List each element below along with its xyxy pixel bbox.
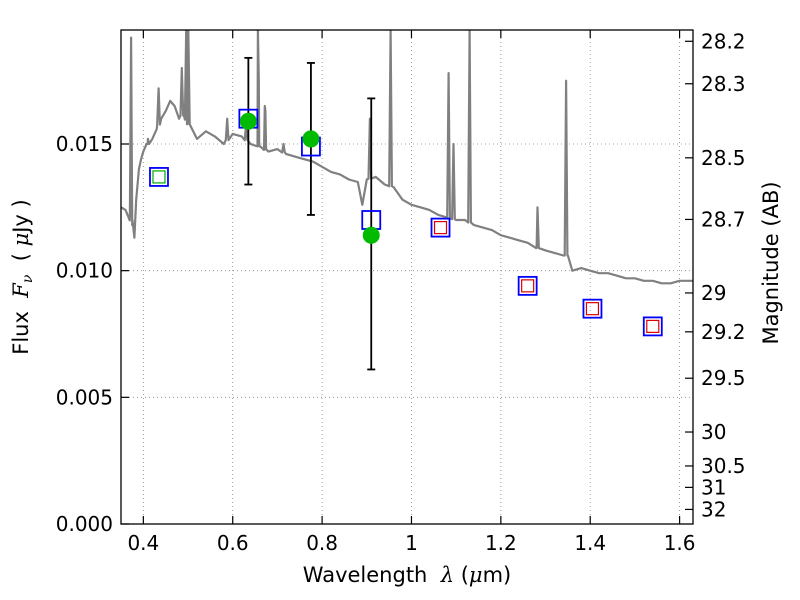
y2-axis-title: Magnitude (AB) (759, 181, 783, 344)
spectrum-line (121, 30, 693, 285)
y-tick-label: 0.000 (56, 512, 113, 536)
magnitude-tick-label: 28.3 (701, 72, 746, 96)
y-axis-title-unit-mu: μ (9, 233, 33, 247)
x-tick-label: 1 (405, 531, 418, 555)
inner-model-marker (521, 279, 535, 293)
magnitude-tick-label: 30.5 (701, 454, 746, 478)
x-tick-label: 1.4 (574, 531, 606, 555)
y-axis-title-prefix: Flux (9, 298, 33, 355)
y-axis-title-unit-open: ( (9, 246, 33, 274)
magnitude-tick-label: 32 (701, 497, 726, 521)
y-tick-label: 0.010 (56, 259, 113, 283)
observed-flux-point (362, 226, 380, 244)
x-axis-title: Wavelength λ (μm) (303, 563, 511, 587)
magnitude-tick-label: 28.5 (701, 146, 746, 170)
magnitude-tick-label: 29.2 (701, 320, 746, 344)
model-flux-marker (582, 298, 603, 319)
x-tick-label: 0.8 (306, 531, 338, 555)
inner-model-marker (585, 302, 600, 316)
magnitude-tick-label: 28.7 (701, 207, 746, 231)
x-axis-title-unit-rest: m) (483, 563, 512, 587)
magnitude-tick-label: 30 (701, 420, 726, 444)
model-flux-marker (430, 217, 451, 238)
model-flux-marker (149, 167, 169, 187)
plot-frame (120, 29, 694, 525)
model-flux-marker (517, 275, 538, 296)
y-tick-label: 0.015 (56, 132, 113, 156)
inner-model-marker (433, 221, 448, 235)
magnitude-tick-label: 29.5 (701, 366, 746, 390)
x-axis-title-symbol: λ (440, 563, 454, 587)
model-spectrum (121, 30, 693, 285)
model-flux-marker (642, 316, 663, 337)
axis-ticks: 0.4 0.6 0.8 1 1.2 1.4 1.6 0.000 0.005 0.010 0.015 2… (56, 29, 746, 555)
magnitude-tick-label: 31 (701, 475, 726, 499)
inner-model-marker (646, 319, 660, 333)
grid-lines (121, 30, 693, 525)
y-axis-title: Flux Fν ( μJy ) (9, 199, 36, 354)
y-tick-label: 0.005 (56, 385, 113, 409)
observed-flux-point (302, 130, 320, 148)
x-axis-title-unit-open: ( (454, 563, 469, 587)
y-axis-title-subscript: ν (20, 274, 36, 283)
y-axis-title-symbol: F (9, 282, 33, 299)
x-tick-label: 0.4 (127, 531, 159, 555)
x-axis-title-unit-mu: μ (469, 563, 483, 587)
inner-model-marker (152, 170, 166, 184)
magnitude-tick-label: 29 (701, 281, 726, 305)
x-axis-title-prefix: Wavelength (303, 563, 441, 587)
x-tick-label: 0.6 (217, 531, 249, 555)
magnitude-tick-label: 28.2 (701, 29, 746, 53)
x-tick-label: 1.6 (664, 531, 696, 555)
x-tick-label: 1.2 (485, 531, 517, 555)
photometry-points (149, 56, 663, 371)
observed-flux-point (239, 112, 257, 130)
y-axis-title-unit-rest: Jy ) (9, 199, 33, 235)
